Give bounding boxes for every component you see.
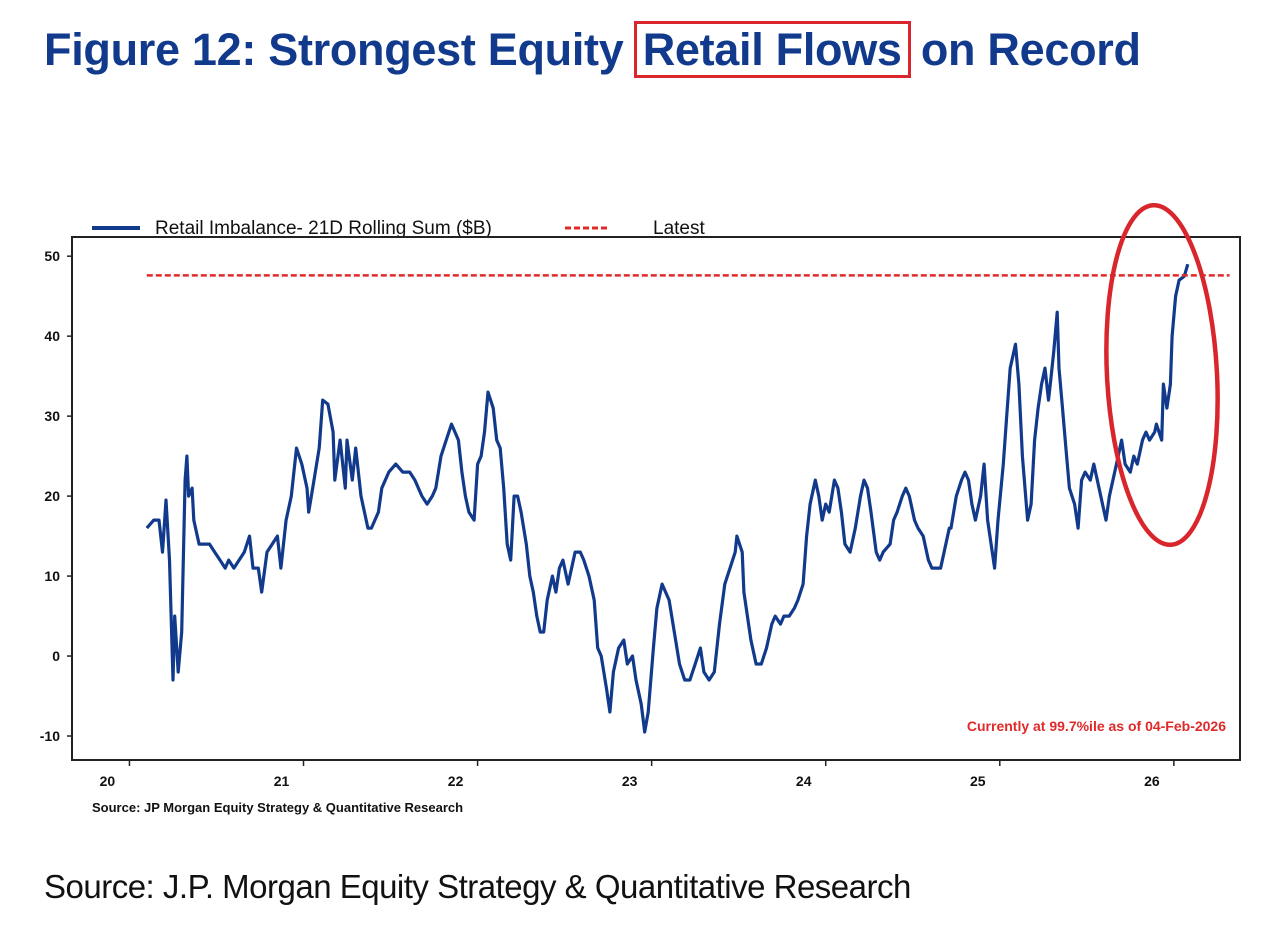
retail-flows-chart: Retail Imbalance- 21D Rolling Sum ($B) L…	[40, 202, 1241, 815]
figure-title: Figure 12: Strongest Equity Retail Flows…	[44, 14, 1244, 86]
title-highlight-box: Retail Flows	[633, 21, 911, 78]
percentile-annotation: Currently at 99.7%ile as of 04-Feb-2026	[967, 718, 1226, 734]
x-tick-label: 21	[274, 773, 290, 789]
y-tick-label: 30	[44, 408, 60, 424]
legend: Retail Imbalance- 21D Rolling Sum ($B) L…	[92, 218, 705, 239]
plot-frame	[71, 236, 1241, 761]
x-axis: 20 21 22 23 24 25 26	[100, 760, 1175, 789]
title-text-before: Figure 12: Strongest Equity	[44, 24, 636, 75]
x-tick-label: 20	[100, 773, 116, 789]
title-text-after: on Record	[908, 24, 1141, 75]
x-tick-label: 24	[796, 773, 812, 789]
y-tick-label: 50	[44, 248, 60, 264]
footer-source: Source: J.P. Morgan Equity Strategy & Qu…	[44, 868, 911, 905]
y-tick-label: 10	[44, 568, 60, 584]
highlight-ellipse	[1104, 202, 1220, 548]
y-tick-label: 40	[44, 328, 60, 344]
retail-imbalance-line	[145, 263, 1190, 734]
x-tick-label: 23	[622, 773, 638, 789]
y-axis: 50 40 30 20 10 0 -10	[40, 248, 72, 744]
chart-source-note: Source: JP Morgan Equity Strategy & Quan…	[92, 800, 463, 815]
x-tick-label: 26	[1144, 773, 1160, 789]
y-tick-label: 20	[44, 488, 60, 504]
y-tick-label: -10	[40, 728, 60, 744]
legend-label-latest: Latest	[653, 218, 705, 239]
x-tick-label: 22	[448, 773, 464, 789]
series-layer	[145, 263, 1230, 734]
x-tick-label: 25	[970, 773, 986, 789]
legend-label-retail-imbalance: Retail Imbalance- 21D Rolling Sum ($B)	[155, 218, 492, 239]
y-tick-label: 0	[52, 648, 60, 664]
